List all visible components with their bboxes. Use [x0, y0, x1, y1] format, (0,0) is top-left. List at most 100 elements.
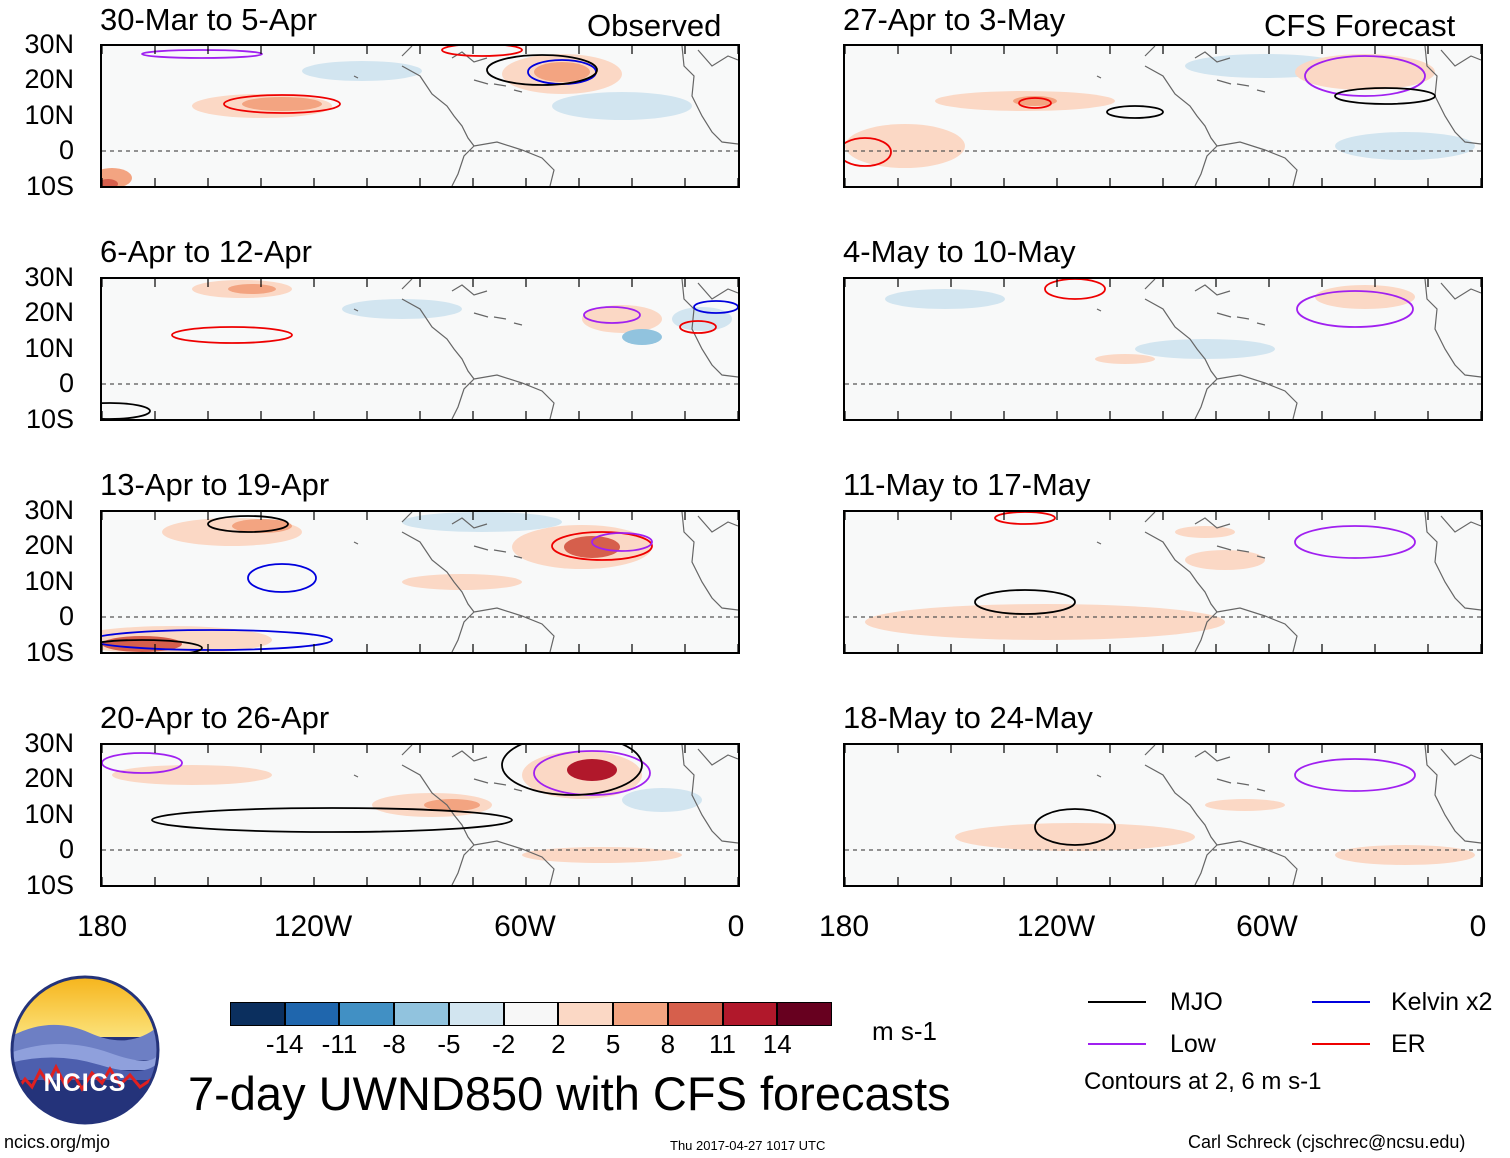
coastline: [353, 75, 523, 93]
wave-contour: [102, 752, 183, 774]
legend-note: Contours at 2, 6 m s-1: [1084, 1068, 1322, 1095]
wind-anomaly-shade: [865, 604, 1225, 640]
wave-contour: [1044, 279, 1106, 300]
ncics-logo: NCICS: [10, 975, 160, 1125]
coastline: [401, 745, 738, 885]
wind-anomaly-shade: [567, 759, 617, 781]
wind-anomaly-shade: [622, 329, 662, 345]
map-field: [845, 745, 1481, 885]
wave-contour: [247, 563, 317, 593]
wave-contour: [501, 745, 643, 796]
panel-title-2: 6-Apr to 12-Apr: [100, 234, 312, 269]
map-panel-observed-2: [100, 277, 740, 421]
wind-anomaly-shade: [102, 179, 118, 186]
coastline: [401, 279, 738, 419]
footer-url[interactable]: ncics.org/mjo: [4, 1132, 111, 1152]
wind-anomaly-shade: [342, 299, 462, 319]
coastline: [353, 774, 523, 792]
wave-contour: [591, 532, 653, 552]
wind-anomaly-shade: [1135, 339, 1275, 359]
map-panel-observed-4: [100, 743, 740, 887]
colorbar-tick-label: 14: [762, 1029, 792, 1059]
colorbar-swatch: [777, 1002, 832, 1026]
lat-label-row3-3: 0: [58, 601, 74, 631]
wind-anomaly-shade: [1295, 54, 1435, 90]
forecast-label: CFS Forecast: [1264, 8, 1456, 43]
wave-contour: [1304, 55, 1426, 97]
lat-label-row1-0: 30N: [24, 29, 74, 59]
footer-timestamp: Thu 2017-04-27 1017 UTC: [670, 1138, 826, 1153]
coastline: [1144, 279, 1481, 419]
coastline: [1144, 745, 1481, 885]
coastline: [1096, 75, 1266, 93]
panel-title-8: 18-May to 24-May: [843, 700, 1093, 735]
colorbar-units: m s-1: [872, 1016, 937, 1046]
wind-anomaly-shade: [1185, 550, 1265, 570]
coastline: [1144, 46, 1481, 186]
wave-contour: [441, 46, 523, 57]
lat-label-row2-3: 0: [58, 368, 74, 398]
wave-contour: [1294, 758, 1416, 792]
coastline: [1096, 541, 1266, 559]
map-field: [845, 512, 1481, 652]
lon-label-60w-left: 60W: [494, 910, 556, 943]
lat-label-row1-1: 20N: [24, 64, 74, 94]
legend-line-er: [1312, 1043, 1370, 1045]
legend-line-kelvin: [1312, 1001, 1370, 1003]
wind-anomaly-shade: [424, 799, 480, 811]
wind-anomaly-shade: [1175, 526, 1235, 538]
wind-anomaly-shade: [228, 284, 276, 294]
map-field: [102, 745, 738, 885]
colorbar: [230, 1002, 832, 1026]
lon-label-60w-right: 60W: [1236, 910, 1298, 943]
colorbar-swatch: [722, 1002, 778, 1026]
lat-label-row4-2: 10N: [24, 799, 74, 829]
colorbar-tick-label: -5: [437, 1029, 461, 1059]
wind-anomaly-shade: [885, 289, 1005, 309]
wave-contour: [693, 300, 738, 314]
colorbar-swatch: [448, 1002, 504, 1026]
lat-label-row4-0: 30N: [24, 728, 74, 758]
wave-contour: [1296, 290, 1414, 328]
wind-anomaly-shade: [1095, 354, 1155, 364]
colorbar-tick-label: -8: [382, 1029, 406, 1059]
observed-label: Observed: [587, 8, 722, 43]
main-title: 7-day UWND850 with CFS forecasts: [188, 1067, 951, 1120]
lon-label-180-right: 180: [818, 910, 870, 943]
wind-anomaly-shade: [302, 61, 422, 81]
wind-anomaly-shade: [1335, 845, 1475, 865]
coastline: [353, 308, 523, 326]
map-field: [845, 279, 1481, 419]
lat-label-row3-0: 30N: [24, 495, 74, 525]
wave-contour: [583, 306, 641, 324]
footer-credit: Carl Schreck (cjschrec@ncsu.edu): [1188, 1132, 1466, 1152]
panel-title-5: 27-Apr to 3-May: [843, 2, 1066, 37]
wind-anomaly-shade: [1335, 132, 1475, 160]
coastline: [1096, 308, 1266, 326]
coastline: [401, 512, 738, 652]
wave-contour: [102, 629, 333, 651]
legend-label-er: ER: [1391, 1030, 1426, 1058]
lat-label-row3-1: 20N: [24, 530, 74, 560]
lat-label-row3-2: 10N: [24, 566, 74, 596]
panel-title-4: 20-Apr to 26-Apr: [100, 700, 330, 735]
colorbar-swatch: [284, 1002, 340, 1026]
map-panel-forecast-1: [843, 44, 1483, 188]
wave-contour: [151, 807, 513, 833]
wave-contour: [486, 54, 598, 86]
lat-label-row4-3: 0: [58, 834, 74, 864]
colorbar-tick-label: -11: [321, 1029, 358, 1059]
legend-line-low: [1088, 1043, 1146, 1045]
colorbar-tick-label: -14: [265, 1029, 304, 1059]
wave-contour: [1018, 97, 1052, 109]
wind-anomaly-shade: [552, 92, 692, 120]
lat-label-row4-4: 10S: [25, 870, 74, 900]
colorbar-tick-label: 5: [605, 1029, 621, 1059]
colorbar-tick-label: 11: [709, 1029, 737, 1059]
wind-anomaly-shade: [582, 305, 662, 333]
legend-label-kelvin: Kelvin x2: [1391, 988, 1493, 1016]
wave-contour: [533, 750, 651, 796]
wind-anomaly-shade: [672, 307, 732, 331]
panel-title-1: 30-Mar to 5-Apr: [100, 2, 318, 37]
map-field: [102, 46, 738, 186]
